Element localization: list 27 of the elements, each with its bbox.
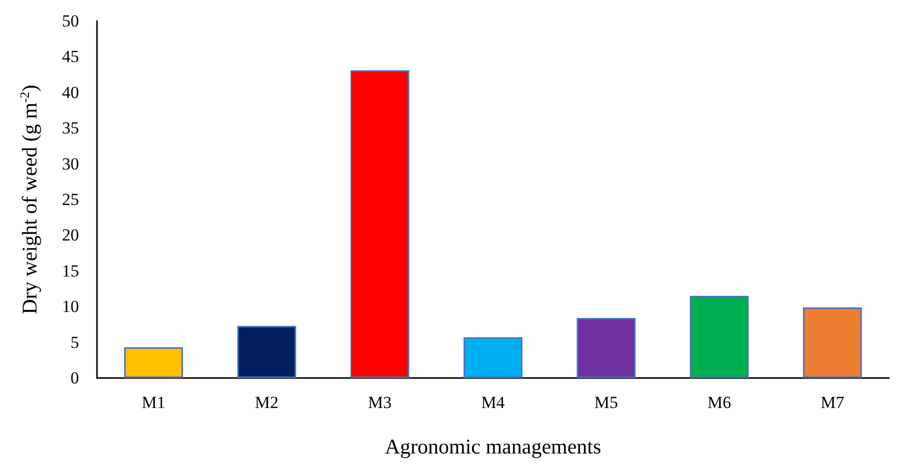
y-tick-label: 20 bbox=[62, 226, 79, 245]
y-tick-label: 35 bbox=[62, 118, 79, 138]
y-tick-label: 30 bbox=[62, 154, 79, 174]
bar bbox=[124, 347, 183, 378]
x-tick-label: M3 bbox=[368, 393, 392, 412]
bar bbox=[237, 326, 296, 378]
y-tick-label: 40 bbox=[62, 82, 79, 102]
y-tick-label: 50 bbox=[62, 12, 79, 30]
y-tick-label: 5 bbox=[70, 332, 79, 352]
x-tick-label: M1 bbox=[142, 393, 166, 412]
y-tick-label: 25 bbox=[62, 190, 79, 209]
bar bbox=[690, 296, 749, 378]
y-tick-label: 10 bbox=[62, 297, 79, 316]
bar bbox=[350, 70, 410, 378]
x-tick-label: M5 bbox=[594, 393, 618, 412]
y-tick-label: 45 bbox=[62, 47, 79, 66]
x-tick-label: M6 bbox=[707, 393, 732, 412]
bar bbox=[576, 318, 636, 378]
x-axis-title: Agronomic managements bbox=[384, 434, 602, 458]
x-tick-label: M7 bbox=[820, 393, 845, 412]
bar bbox=[464, 337, 522, 378]
y-tick-label: 15 bbox=[62, 261, 79, 280]
y-tick-label: 0 bbox=[70, 368, 79, 388]
x-tick-label: M2 bbox=[254, 393, 279, 412]
x-tick-label: M4 bbox=[481, 393, 506, 412]
y-axis-title: Dry weight of weed (g m-2) bbox=[17, 84, 42, 314]
bar bbox=[803, 307, 862, 378]
